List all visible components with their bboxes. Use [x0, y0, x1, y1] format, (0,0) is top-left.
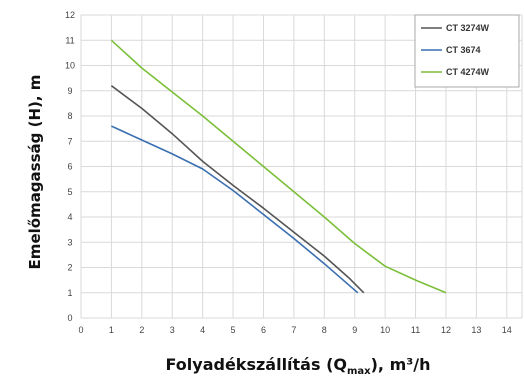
y-tick-label: 11 [65, 35, 74, 45]
y-tick-label: 7 [67, 136, 72, 146]
y-axis-title: Emelőmagasság (H), m [26, 75, 44, 270]
series-line-3 [110, 39, 447, 294]
x-axis-title-subscript: max [347, 366, 371, 377]
y-tick-label: 8 [67, 111, 72, 121]
y-tick-label: 3 [67, 237, 72, 247]
y-tick-label: 10 [65, 61, 75, 71]
x-tick-label: 0 [78, 325, 83, 335]
x-tick-label: 9 [352, 325, 357, 335]
y-tick-label: 4 [67, 212, 72, 222]
x-tick-label: 12 [441, 325, 451, 335]
x-tick-label: 3 [170, 325, 175, 335]
legend-label: CT 4274W [446, 67, 490, 77]
x-tick-label: 13 [471, 325, 481, 335]
y-tick-label: 2 [67, 263, 72, 273]
x-tick-label: 10 [380, 325, 390, 335]
x-axis-title-main: Folyadékszállítás (Q [166, 355, 347, 374]
x-axis-title-tail: ), m³/h [371, 355, 431, 374]
y-tick-label: 1 [67, 288, 72, 298]
y-tick-label: 5 [67, 187, 72, 197]
x-tick-label: 11 [411, 325, 420, 335]
x-tick-label: 5 [231, 325, 236, 335]
legend-box [414, 14, 520, 88]
y-tick-label: 0 [67, 313, 72, 323]
y-tick-label: 9 [67, 86, 72, 96]
x-tick-label: 7 [291, 325, 296, 335]
series-line-2 [111, 125, 359, 294]
x-tick-label: 8 [322, 325, 327, 335]
legend: CT 3274W CT 3674 CT 4274W [414, 14, 520, 88]
x-tick-labels: 0 1 2 3 4 5 6 7 8 9 10 11 12 13 14 [78, 325, 511, 335]
x-tick-label: 1 [109, 325, 114, 335]
x-axis-title: Folyadékszállítás (Qmax), m³/h [166, 355, 431, 377]
legend-label: CT 3674 [446, 45, 481, 55]
x-tick-label: 14 [502, 325, 512, 335]
grid-lines [80, 14, 523, 319]
legend-label: CT 3274W [446, 23, 490, 33]
series-lines [110, 39, 447, 294]
y-tick-label: 12 [65, 10, 75, 20]
series-line-1 [110, 85, 365, 294]
x-tick-label: 2 [139, 325, 144, 335]
x-tick-label: 6 [261, 325, 266, 335]
x-tick-label: 4 [200, 325, 205, 335]
y-tick-label: 6 [67, 162, 72, 172]
